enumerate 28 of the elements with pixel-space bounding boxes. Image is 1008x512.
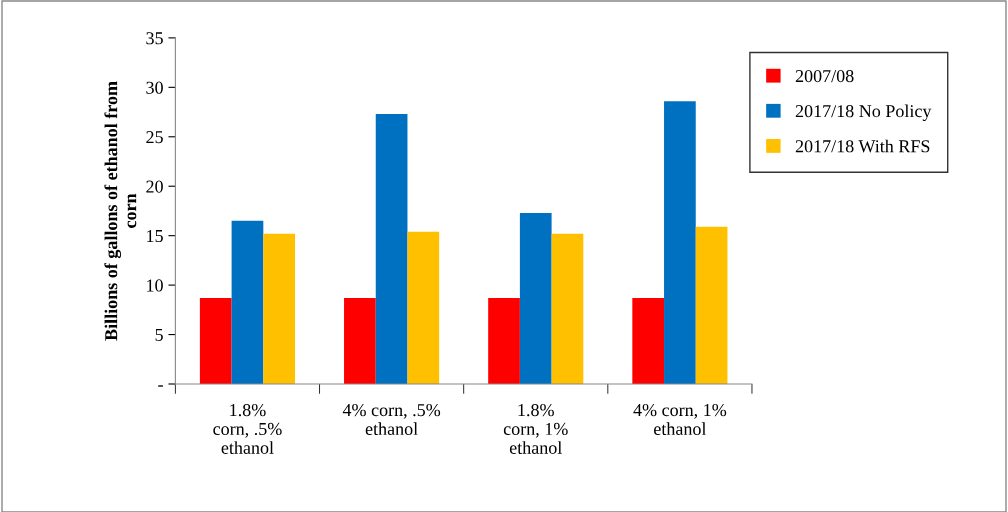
y-tick-label: 35 — [146, 32, 163, 45]
x-tick-label: 4% corn, 1% ethanol — [633, 403, 727, 436]
legend-label: 2017/18 With RFS — [795, 139, 930, 153]
y-tick-label: 10 — [147, 279, 163, 292]
y-tick-label: 20 — [146, 180, 163, 193]
x-tick-label: 4% corn, .5% ethanol — [342, 403, 441, 436]
y-axis-title: Billions of gallons of ethanol from corn — [104, 81, 137, 341]
bar — [407, 231, 440, 384]
bar — [231, 220, 264, 384]
bar — [664, 101, 696, 384]
bar — [263, 233, 296, 384]
legend-label: 2017/18 No Policy — [795, 104, 932, 121]
bar — [551, 233, 584, 384]
bar — [199, 297, 232, 384]
legend-label: 2007/08 — [795, 69, 854, 83]
y-tick-label: - — [158, 385, 163, 387]
bar — [519, 212, 552, 384]
bar — [344, 297, 376, 384]
y-tick-label: 5 — [155, 329, 163, 341]
bar — [375, 114, 408, 384]
y-tick-label: 15 — [147, 230, 163, 243]
x-tick-label: 1.8% corn, .5% ethanol — [213, 403, 282, 454]
x-tick-label: 1.8% corn, 1% ethanol — [503, 403, 568, 454]
bar — [695, 226, 728, 384]
bar — [632, 297, 665, 384]
bar — [488, 297, 520, 384]
y-tick-label: 25 — [146, 131, 163, 144]
y-tick-label: 30 — [146, 81, 163, 94]
